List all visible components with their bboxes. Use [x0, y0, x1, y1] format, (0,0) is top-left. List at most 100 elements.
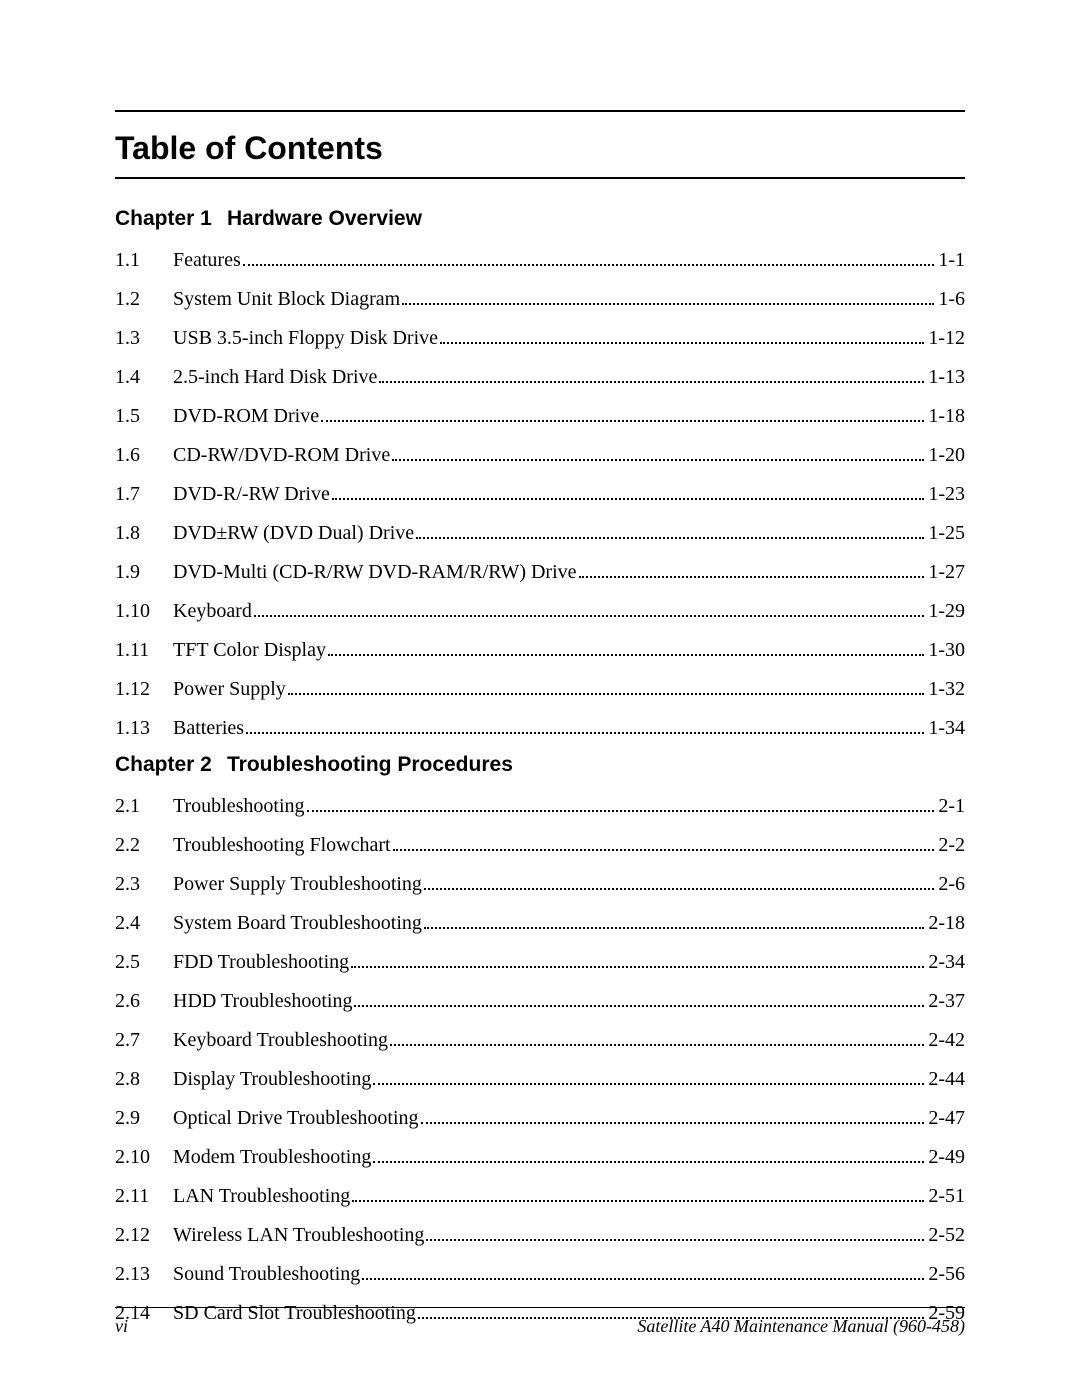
toc-leader-dots [321, 420, 924, 422]
toc-entry-page: 1-34 [928, 713, 965, 743]
toc-entry-number: 1.7 [115, 479, 173, 509]
toc-entry-number: 2.13 [115, 1259, 173, 1289]
toc-entry-page: 1-25 [928, 518, 965, 548]
toc-entry-title: FDD Troubleshooting [173, 947, 349, 977]
toc-entry: 2.2Troubleshooting Flowchart2-2 [115, 830, 965, 860]
toc-entry-page: 2-49 [928, 1142, 965, 1172]
toc-leader-dots [440, 342, 924, 344]
chapter-label: Chapter 1 [115, 207, 227, 231]
toc-container: Chapter 1Hardware Overview 1.1Features1-1… [115, 207, 965, 1328]
toc-entry: 2.5FDD Troubleshooting 2-34 [115, 947, 965, 977]
toc-entry-page: 2-37 [928, 986, 965, 1016]
toc-entry-page: 1-20 [928, 440, 965, 470]
toc-leader-dots [332, 498, 924, 500]
toc-entry-number: 1.6 [115, 440, 173, 470]
toc-leader-dots [288, 693, 925, 695]
toc-entry: 2.10Modem Troubleshooting2-49 [115, 1142, 965, 1172]
toc-entry-title: 2.5-inch Hard Disk Drive [173, 362, 377, 392]
toc-entry-number: 1.11 [115, 635, 173, 665]
toc-entry-title: TFT Color Display [173, 635, 326, 665]
toc-entry-number: 2.2 [115, 830, 173, 860]
toc-entry-number: 2.4 [115, 908, 173, 938]
toc-entry-page: 2-44 [928, 1064, 965, 1094]
chapter-header: Chapter 1Hardware Overview [115, 207, 965, 231]
toc-entry-page: 1-13 [928, 362, 965, 392]
toc-entry-title: Batteries [173, 713, 244, 743]
toc-entry-number: 2.12 [115, 1220, 173, 1250]
toc-entry-page: 2-34 [928, 947, 965, 977]
toc-entry: 1.2System Unit Block Diagram1-6 [115, 284, 965, 314]
toc-entry-number: 1.12 [115, 674, 173, 704]
toc-entry-title: HDD Troubleshooting [173, 986, 352, 1016]
toc-entry: 1.6CD-RW/DVD-ROM Drive1-20 [115, 440, 965, 470]
toc-entry-page: 1-29 [928, 596, 965, 626]
toc-entry: 1.42.5-inch Hard Disk Drive 1-13 [115, 362, 965, 392]
toc-entry: 2.13Sound Troubleshooting2-56 [115, 1259, 965, 1289]
toc-leader-dots [424, 927, 924, 929]
toc-entry-number: 2.8 [115, 1064, 173, 1094]
toc-leader-dots [416, 537, 924, 539]
toc-entry: 1.12Power Supply1-32 [115, 674, 965, 704]
chapter-name: Troubleshooting Procedures [227, 753, 513, 776]
toc-entry-page: 1-1 [938, 245, 965, 275]
toc-entry-number: 1.1 [115, 245, 173, 275]
chapter-name: Hardware Overview [227, 207, 422, 230]
toc-entry-page: 2-1 [938, 791, 965, 821]
toc-entry-title: LAN Troubleshooting [173, 1181, 350, 1211]
toc-entry-page: 1-30 [928, 635, 965, 665]
toc-entry-page: 1-6 [938, 284, 965, 314]
toc-entry-page: 1-23 [928, 479, 965, 509]
toc-entry: 1.1Features1-1 [115, 245, 965, 275]
toc-leader-dots [426, 1239, 924, 1241]
toc-entry: 1.7DVD-R/-RW Drive 1-23 [115, 479, 965, 509]
toc-entry-page: 1-27 [928, 557, 965, 587]
toc-entry-number: 2.5 [115, 947, 173, 977]
toc-leader-dots [254, 615, 924, 617]
page-title: Table of Contents [115, 130, 965, 167]
toc-entry-number: 2.3 [115, 869, 173, 899]
toc-leader-dots [328, 654, 924, 656]
toc-entry: 2.7Keyboard Troubleshooting2-42 [115, 1025, 965, 1055]
toc-entry-title: Power Supply [173, 674, 286, 704]
toc-entry-page: 1-18 [928, 401, 965, 431]
toc-entry: 2.1Troubleshooting 2-1 [115, 791, 965, 821]
toc-entry: 2.4System Board Troubleshooting2-18 [115, 908, 965, 938]
toc-leader-dots [307, 810, 935, 812]
toc-entry-number: 1.13 [115, 713, 173, 743]
toc-entry: 2.8Display Troubleshooting2-44 [115, 1064, 965, 1094]
toc-entry-title: Power Supply Troubleshooting [173, 869, 422, 899]
toc-entry: 1.13Batteries 1-34 [115, 713, 965, 743]
toc-entry-number: 2.1 [115, 791, 173, 821]
toc-entry-page: 2-2 [938, 830, 965, 860]
toc-entry-page: 2-56 [928, 1259, 965, 1289]
toc-entry-title: Optical Drive Troubleshooting [173, 1103, 419, 1133]
toc-leader-dots [402, 303, 934, 305]
toc-entry-number: 2.11 [115, 1181, 173, 1211]
toc-entry-number: 1.4 [115, 362, 173, 392]
toc-leader-dots [579, 576, 925, 578]
toc-leader-dots [393, 849, 935, 851]
toc-entry-title: Keyboard Troubleshooting [173, 1025, 388, 1055]
toc-leader-dots [243, 264, 935, 266]
toc-entry: 1.11TFT Color Display 1-30 [115, 635, 965, 665]
toc-entry: 1.3USB 3.5-inch Floppy Disk Drive1-12 [115, 323, 965, 353]
toc-entry-number: 2.9 [115, 1103, 173, 1133]
toc-entry-page: 1-12 [928, 323, 965, 353]
toc-leader-dots [392, 459, 924, 461]
toc-entry-title: System Unit Block Diagram [173, 284, 400, 314]
toc-entry-number: 2.6 [115, 986, 173, 1016]
toc-leader-dots [379, 381, 924, 383]
toc-entry-title: DVD-R/-RW Drive [173, 479, 330, 509]
toc-entry-page: 2-18 [928, 908, 965, 938]
toc-entry-page: 2-52 [928, 1220, 965, 1250]
toc-entry: 1.8DVD±RW (DVD Dual) Drive1-25 [115, 518, 965, 548]
toc-entry-number: 1.9 [115, 557, 173, 587]
toc-entry-title: Troubleshooting [173, 791, 305, 821]
top-rule [115, 110, 965, 112]
page-footer: vi Satellite A40 Maintenance Manual (960… [115, 1307, 965, 1337]
toc-leader-dots [390, 1044, 924, 1046]
toc-entry-title: DVD-ROM Drive [173, 401, 319, 431]
toc-leader-dots [373, 1083, 924, 1085]
title-rule [115, 177, 965, 179]
footer-rule [115, 1307, 965, 1308]
